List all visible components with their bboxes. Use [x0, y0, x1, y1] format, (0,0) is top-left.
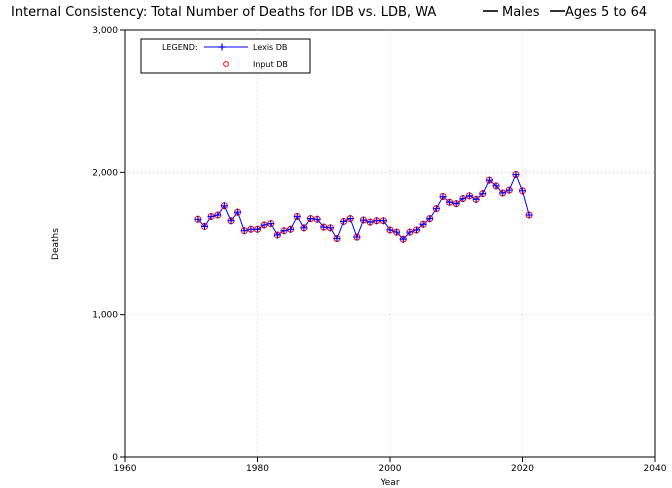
lexis-db-point — [267, 220, 275, 228]
lexis-db-point — [419, 220, 427, 228]
lexis-db-point — [247, 225, 255, 233]
lexis-db-point — [366, 218, 374, 226]
lexis-db-point — [386, 226, 394, 234]
x-tick-label: 2040 — [644, 464, 667, 474]
series-layer — [194, 170, 533, 243]
x-tick-label: 1960 — [114, 464, 137, 474]
lexis-db-point — [446, 198, 454, 206]
lexis-db-point — [201, 222, 208, 230]
legend-input-label: Input DB — [253, 60, 288, 69]
lexis-db-point — [280, 227, 288, 235]
lexis-db-point — [227, 217, 235, 225]
gridlines — [125, 30, 655, 457]
lexis-db-point — [373, 217, 381, 225]
lexis-db-point — [300, 224, 308, 232]
x-axis-label: Year — [379, 478, 399, 488]
axes: 1960 1980 2000 2020 2040 0 1,000 2,000 3,000 — [92, 26, 666, 474]
lexis-db-point — [340, 217, 348, 225]
lexis-db-point — [254, 225, 261, 233]
lexis-db-point — [207, 212, 215, 220]
lexis-db-point — [220, 202, 228, 210]
lexis-db-point — [353, 233, 361, 241]
y-axis-label: Deaths — [51, 228, 61, 260]
lexis-db-point — [485, 176, 493, 184]
lexis-db-point — [393, 228, 401, 236]
lexis-db-point — [452, 200, 460, 208]
lexis-db-point — [346, 215, 354, 223]
lexis-db-point — [360, 216, 367, 224]
lexis-db-point — [479, 190, 487, 198]
lexis-db-point — [333, 235, 341, 243]
lexis-db-point — [432, 205, 440, 213]
lexis-db-point — [320, 223, 328, 231]
x-tick-label: 2000 — [379, 464, 402, 474]
lexis-db-point — [512, 170, 520, 178]
lexis-db-point — [194, 215, 202, 223]
lexis-db-point — [287, 225, 295, 233]
lexis-db-point — [492, 182, 500, 190]
lexis-db-point — [519, 187, 526, 195]
lexis-db-point — [326, 224, 334, 232]
lexis-db-point — [466, 192, 473, 200]
y-tick-label: 3,000 — [92, 26, 118, 36]
lexis-db-point — [234, 208, 242, 216]
x-tick-label: 2020 — [511, 464, 534, 474]
y-tick-label: 0 — [112, 453, 118, 463]
age-tag: Ages 5 to 64 — [565, 5, 647, 20]
lexis-db-point — [406, 228, 414, 236]
lexis-db-point — [260, 221, 268, 229]
lexis-db-point — [240, 227, 248, 235]
legend-title: LEGEND: — [162, 43, 198, 52]
lexis-db-point — [413, 226, 420, 234]
lexis-db-point — [214, 211, 222, 219]
lexis-db-point — [525, 211, 533, 219]
x-tick-label: 1980 — [246, 464, 269, 474]
lexis-db-point — [426, 215, 434, 223]
y-tick-label: 1,000 — [92, 311, 118, 321]
y-tick-label: 2,000 — [92, 168, 118, 178]
legend-plus-marker — [218, 43, 226, 51]
lexis-db-point — [472, 195, 480, 203]
legend-lexis-label: Lexis DB — [253, 43, 287, 52]
lexis-db-point — [399, 235, 407, 243]
lexis-db-point — [505, 186, 513, 194]
lexis-db-point — [499, 189, 507, 197]
lexis-db-point — [459, 195, 467, 203]
legend-box — [140, 38, 311, 74]
lexis-db-point — [273, 231, 281, 239]
legend-circle-marker — [223, 61, 229, 67]
legend: LEGEND: Lexis DB Input DB — [140, 38, 311, 74]
lexis-db-point — [313, 215, 321, 223]
chart-title: Internal Consistency: Total Number of De… — [11, 5, 436, 20]
lexis-db-point — [307, 215, 314, 223]
lexis-db-point — [293, 212, 301, 220]
lexis-db-point — [379, 217, 387, 225]
lexis-db-point — [439, 193, 447, 201]
sex-tag: Males — [502, 5, 540, 20]
